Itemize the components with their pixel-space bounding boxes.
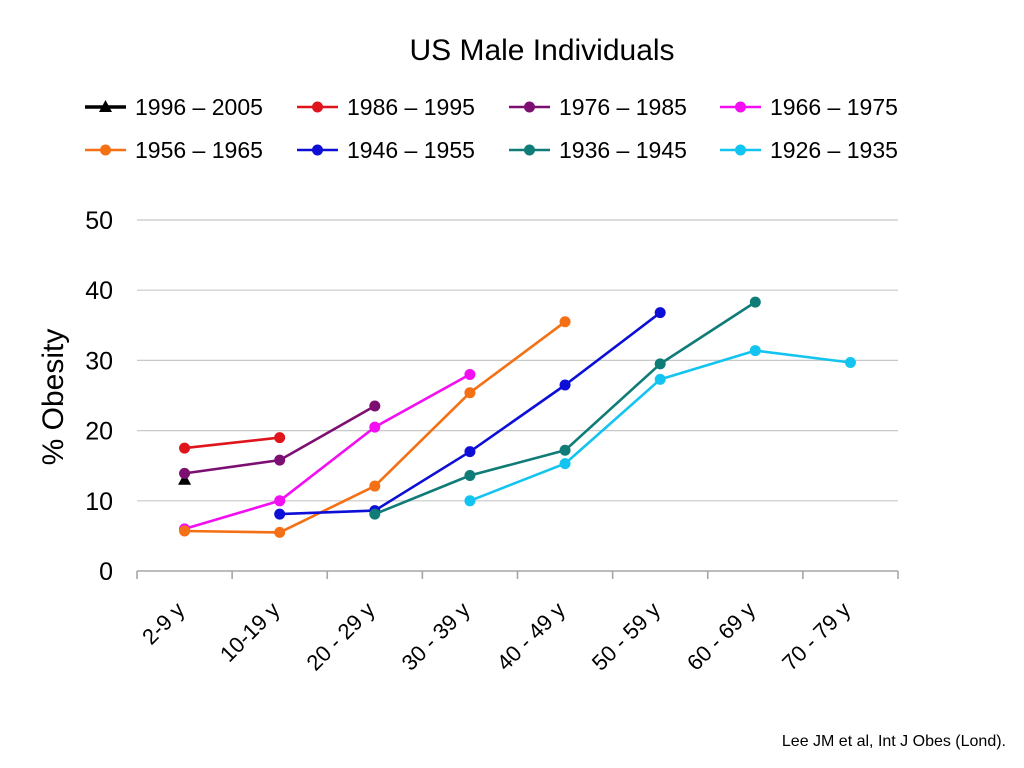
legend-item: 1936 – 1945 <box>509 137 687 163</box>
source-citation: Lee JM et al, Int J Obes (Lond). <box>781 733 1006 750</box>
data-point <box>464 470 476 482</box>
legend-item: 1976 – 1985 <box>509 94 687 120</box>
legend-item: 1946 – 1955 <box>297 137 475 163</box>
legend-swatch-marker <box>100 144 111 156</box>
data-point <box>274 454 286 466</box>
legend-item: 1926 – 1935 <box>720 137 898 163</box>
x-tick-label: 70 - 79 y <box>777 597 855 675</box>
data-point <box>179 467 191 479</box>
data-point <box>749 296 761 308</box>
data-point <box>464 387 476 399</box>
legend-label: 1996 – 2005 <box>135 94 263 120</box>
data-point <box>179 442 191 454</box>
legend-swatch-marker <box>735 144 746 156</box>
x-tick-label: 50 - 59 y <box>587 597 665 675</box>
data-point <box>654 307 666 319</box>
x-tick-label: 40 - 49 y <box>492 597 570 675</box>
y-tick-label: 0 <box>99 558 113 586</box>
legend-swatch-marker <box>99 100 112 112</box>
data-point <box>654 373 666 385</box>
chart-title: US Male Individuals <box>409 34 675 67</box>
legend-item: 1966 – 1975 <box>720 94 898 120</box>
legend-swatch-marker <box>312 101 323 113</box>
legend-label: 1926 – 1935 <box>770 137 898 163</box>
y-tick-label: 40 <box>85 277 113 305</box>
y-tick-label: 30 <box>85 347 113 375</box>
data-point <box>749 345 761 357</box>
data-point <box>559 444 571 456</box>
data-point <box>274 432 286 444</box>
data-point <box>559 379 571 391</box>
x-tick-label: 10-19 y <box>215 597 285 667</box>
data-point <box>464 446 476 458</box>
data-point <box>369 508 381 520</box>
y-tick-label: 50 <box>85 207 113 235</box>
legend-label: 1936 – 1945 <box>559 137 687 163</box>
y-tick-label: 20 <box>85 418 113 446</box>
y-tick-label: 10 <box>85 488 113 516</box>
x-tick-label: 20 - 29 y <box>301 597 379 675</box>
legend-swatch-marker <box>312 144 323 156</box>
x-tick-label: 60 - 69 y <box>682 597 760 675</box>
series-line <box>469 349 851 503</box>
data-point <box>369 421 381 433</box>
data-point <box>274 526 286 538</box>
x-axis-ticks <box>136 571 899 579</box>
y-axis-title: % Obesity <box>37 329 70 466</box>
x-tick-label: 2-9 y <box>137 597 189 649</box>
data-point <box>369 400 381 412</box>
data-point <box>654 358 666 370</box>
series-line <box>184 373 471 531</box>
series-group <box>178 296 856 538</box>
legend-item: 1986 – 1995 <box>297 94 475 120</box>
legend-swatch-marker <box>735 101 746 113</box>
data-point <box>369 480 381 492</box>
x-tick-label: 30 - 39 y <box>397 597 475 675</box>
series-line <box>279 311 661 516</box>
legend-item: 1996 – 2005 <box>85 94 263 120</box>
data-point <box>464 368 476 380</box>
legend-label: 1976 – 1985 <box>559 94 687 120</box>
legend-label: 1956 – 1965 <box>135 137 263 163</box>
data-point <box>559 316 571 328</box>
data-point <box>274 495 286 507</box>
legend-label: 1986 – 1995 <box>347 94 475 120</box>
gridlines <box>137 219 898 502</box>
legend-swatch-marker <box>524 144 535 156</box>
series-line <box>374 301 757 516</box>
legend-item: 1956 – 1965 <box>85 137 263 163</box>
legend-swatch-marker <box>524 101 535 113</box>
y-tick-labels: 0 10 20 30 40 50 <box>85 207 113 586</box>
data-point <box>844 357 856 369</box>
legend: 1996 – 2005 1986 – 1995 1976 – 1985 1966 – … <box>85 94 898 163</box>
data-point <box>274 508 286 520</box>
legend-label: 1966 – 1975 <box>770 94 898 120</box>
data-point <box>464 495 476 507</box>
data-point <box>559 458 571 470</box>
series-line <box>184 436 280 450</box>
data-point <box>179 525 191 537</box>
legend-label: 1946 – 1955 <box>347 137 475 163</box>
